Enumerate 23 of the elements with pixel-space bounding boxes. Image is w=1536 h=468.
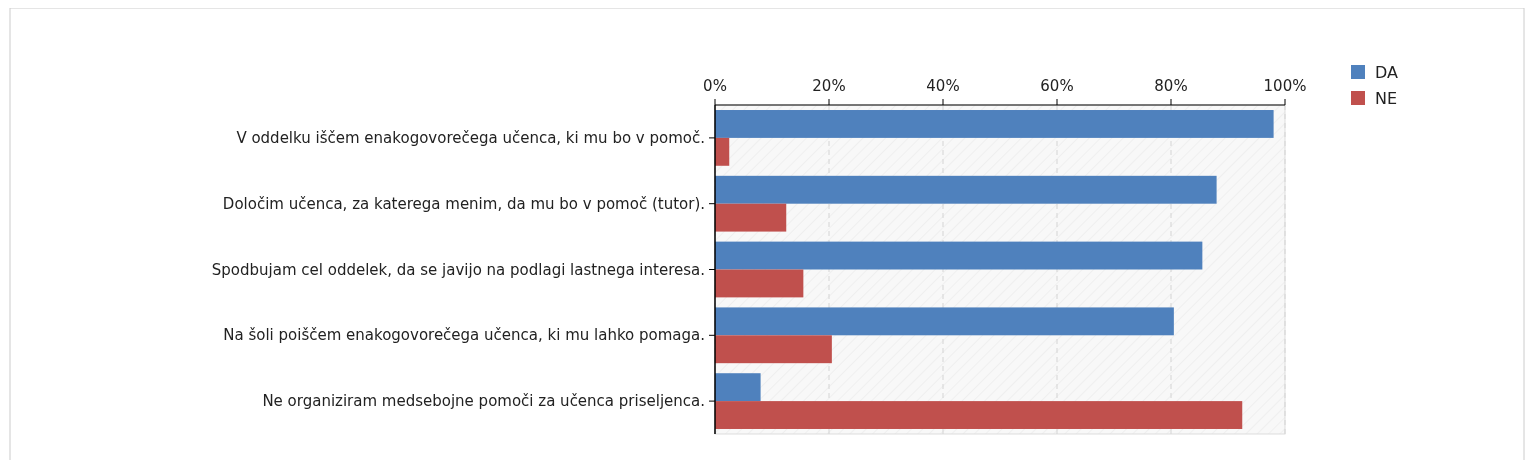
bar — [715, 241, 1203, 270]
bar — [715, 373, 761, 402]
x-tick-label: 100% — [1263, 77, 1307, 95]
bar — [715, 307, 1174, 336]
y-tick-label: Spodbujam cel oddelek, da se javijo na podlagi lastnega interesa. — [211, 260, 705, 279]
y-tick-label: Določim učenca, za katerega menim, da mu bo v pomoč (tutor). — [222, 194, 705, 213]
bar — [715, 269, 804, 298]
bar — [715, 137, 730, 166]
bar — [715, 335, 832, 364]
legend-label: DA — [1375, 63, 1399, 82]
y-tick-label: V oddelku iščem enakogovorečega učenca, ki mu bo v pomoč. — [236, 128, 705, 147]
bar — [715, 175, 1217, 204]
x-tick-label: 80% — [1154, 77, 1188, 95]
x-tick-label: 60% — [1040, 77, 1074, 95]
bar — [715, 401, 1243, 429]
y-tick-label: Ne organiziram medsebojne pomoči za učenca priseljenca. — [262, 392, 705, 411]
y-tick-label: Na šoli poiščem enakogovorečega učenca, ki mu lahko pomaga. — [223, 326, 705, 345]
legend-label: NE — [1375, 89, 1398, 108]
bar — [715, 110, 1274, 138]
x-tick-label: 40% — [926, 77, 960, 95]
bar — [715, 203, 787, 232]
x-tick-label: 20% — [812, 77, 846, 95]
x-tick-label: 0% — [703, 77, 727, 95]
